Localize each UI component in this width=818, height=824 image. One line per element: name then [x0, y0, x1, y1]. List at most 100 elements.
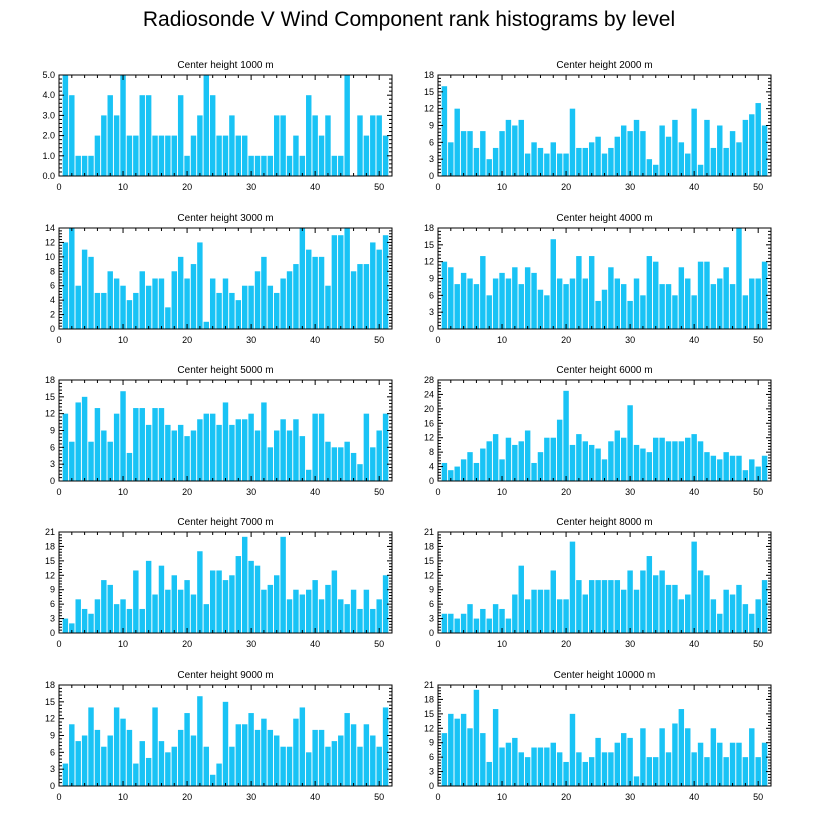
histogram-bar [203, 75, 210, 176]
y-tick-label: 10 [45, 252, 55, 262]
histogram-bar [107, 735, 113, 786]
histogram-bar [633, 119, 640, 176]
x-tick-label: 10 [497, 792, 507, 802]
histogram-bar [286, 599, 293, 633]
histogram-bar [640, 295, 646, 329]
histogram-bar [614, 742, 621, 786]
histogram-bar [749, 278, 755, 329]
y-tick-label: 6 [50, 747, 55, 757]
x-tick-label: 40 [310, 335, 320, 345]
histogram-bar [563, 761, 569, 786]
histogram-bar [659, 125, 665, 176]
histogram-bar [113, 278, 120, 329]
histogram-bar [518, 441, 524, 481]
histogram-bar [582, 761, 589, 786]
panel-title: Center height 8000 m [556, 517, 652, 528]
histogram-bar [216, 763, 222, 786]
y-tick-label: 15 [45, 556, 55, 566]
histogram-bar [171, 575, 177, 633]
histogram-bar [248, 285, 254, 329]
histogram-bar [569, 108, 576, 176]
histogram-bar [267, 285, 274, 329]
histogram-bar [81, 249, 88, 329]
histogram-bar [235, 300, 242, 329]
histogram-bar [499, 608, 505, 633]
x-tick-label: 50 [753, 792, 763, 802]
histogram-bar [158, 741, 165, 786]
panel-7: Center height 7000 m 0 3 6 9 12 15 18 21 0 10 20 30 4… [45, 517, 393, 649]
histogram-bar [672, 295, 678, 329]
histogram-bar [338, 155, 344, 176]
histogram-bar [197, 419, 203, 481]
histogram-bar [595, 136, 601, 176]
x-tick-label: 50 [374, 639, 384, 649]
histogram-bar [165, 752, 171, 786]
histogram-bar [492, 147, 499, 176]
histogram-bar [742, 295, 749, 329]
histogram-bar [338, 235, 344, 329]
histogram-bar [184, 436, 190, 481]
histogram-bar [81, 735, 88, 786]
histogram-bar [318, 256, 325, 329]
y-tick-label: 18 [45, 541, 55, 551]
histogram-bar [653, 575, 659, 633]
x-tick-label: 30 [246, 487, 256, 497]
histogram-bar [312, 115, 318, 176]
histogram-bar [254, 155, 261, 176]
histogram-bar [235, 135, 242, 176]
y-tick-label: 18 [424, 541, 434, 551]
histogram-bar [254, 271, 261, 329]
y-tick-label: 0 [429, 324, 434, 334]
y-tick-label: 14 [45, 223, 55, 233]
histogram-bar [627, 570, 633, 633]
histogram-bar [94, 599, 101, 633]
histogram-bar [280, 536, 286, 633]
histogram-bar [537, 147, 544, 176]
histogram-bar [518, 752, 524, 786]
histogram-bar [133, 135, 139, 176]
histogram-bar [710, 284, 717, 329]
histogram-bar [133, 570, 139, 633]
histogram-bar [88, 155, 94, 176]
histogram-bar [344, 713, 350, 786]
histogram-bar [312, 580, 318, 633]
histogram-bar [588, 757, 595, 786]
histogram-bar [209, 278, 216, 329]
histogram-bar [69, 623, 75, 633]
histogram-bar [454, 108, 460, 176]
histogram-bar [544, 747, 550, 786]
histogram-bar [158, 135, 165, 176]
y-tick-label: 21 [424, 527, 434, 537]
histogram-bar [62, 763, 69, 786]
histogram-bar [88, 613, 94, 633]
y-tick-label: 18 [424, 223, 434, 233]
histogram-bar [710, 599, 717, 633]
histogram-bar [184, 155, 190, 176]
y-tick-label: 12 [45, 409, 55, 419]
histogram-bar [576, 147, 582, 176]
panel-2: Center height 2000 m 0 3 6 9 12 15 18 0 10 20 30 40 5… [424, 60, 772, 192]
histogram-bar [338, 735, 344, 786]
histogram-bar [537, 289, 544, 329]
histogram-bar [614, 278, 621, 329]
x-tick-label: 0 [56, 182, 61, 192]
x-tick-label: 30 [625, 335, 635, 345]
histogram-bar [370, 608, 376, 633]
histogram-bar [350, 271, 357, 329]
histogram-bar [209, 774, 216, 786]
histogram-bar [286, 155, 293, 176]
histogram-bar [325, 584, 331, 633]
x-tick-label: 30 [246, 335, 256, 345]
y-tick-label: 0.0 [42, 171, 55, 181]
histogram-bar [370, 115, 376, 176]
histogram-bar [267, 447, 274, 481]
histogram-bar [126, 300, 133, 329]
x-tick-label: 0 [435, 792, 440, 802]
histogram-bar [556, 278, 563, 329]
histogram-bar [158, 565, 165, 633]
histogram-bar [665, 284, 672, 329]
histogram-bar [350, 724, 357, 786]
histogram-bar [717, 613, 723, 633]
histogram-bar [729, 594, 736, 633]
